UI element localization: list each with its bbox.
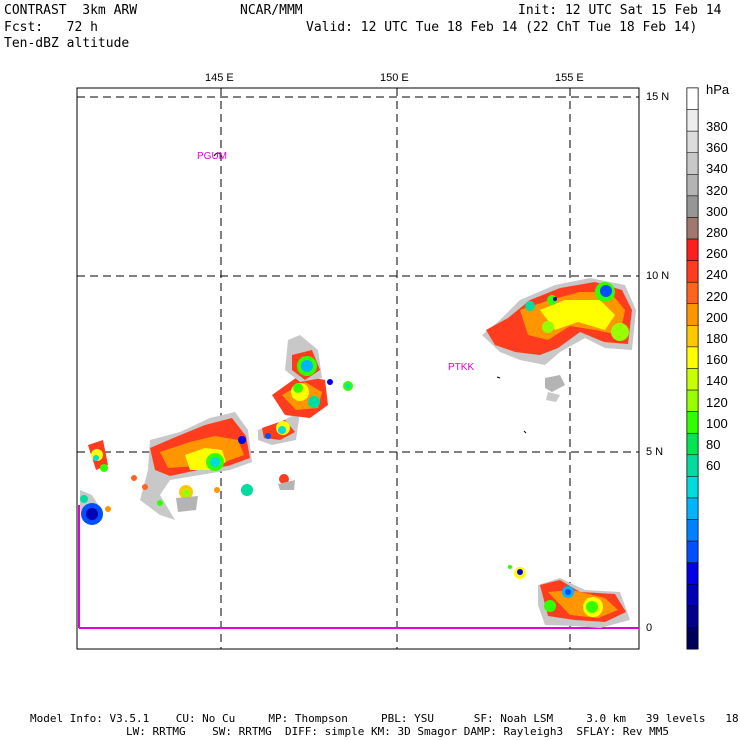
colorbar-label: 300 bbox=[706, 203, 728, 219]
colorbar-label: 380 bbox=[706, 119, 728, 134]
colorbar-box bbox=[686, 519, 699, 542]
colorbar-box bbox=[686, 281, 699, 305]
forecast-hour: Fcst: 72 h bbox=[4, 20, 98, 35]
colorbar-box bbox=[686, 346, 699, 369]
colorbar-box bbox=[686, 109, 699, 132]
colorbar-box bbox=[686, 562, 699, 585]
colorbar-boxes bbox=[686, 87, 699, 650]
colorbar-box bbox=[686, 130, 699, 153]
colorbar-box bbox=[686, 238, 699, 261]
colorbar-box bbox=[686, 87, 699, 110]
colorbar-box bbox=[686, 325, 699, 348]
colorbar-box bbox=[686, 476, 699, 499]
colorbar-box bbox=[686, 627, 699, 650]
colorbar-label: 320 bbox=[706, 182, 728, 198]
colorbar-box bbox=[686, 497, 699, 520]
colorbar-label: 340 bbox=[706, 161, 728, 177]
colorbar-box bbox=[686, 432, 699, 456]
field-name: Ten-dBZ altitude bbox=[4, 36, 130, 51]
lat-label-5n: 5 N bbox=[646, 446, 664, 458]
radar-cells-east bbox=[482, 278, 636, 402]
colorbar-label: 180 bbox=[706, 331, 728, 346]
colorbar-label: 280 bbox=[706, 225, 728, 240]
colorbar-label: 160 bbox=[706, 352, 728, 368]
colorbar-label: 360 bbox=[706, 140, 728, 156]
lon-label-145: 145 E bbox=[205, 72, 234, 84]
lat-label-0: 0 bbox=[646, 622, 653, 634]
colorbar-box bbox=[686, 152, 699, 175]
radar-cells-southeast bbox=[508, 565, 630, 628]
init-time: Init: 12 UTC Sat 15 Feb 14 bbox=[518, 3, 722, 18]
colorbar-label: 260 bbox=[706, 246, 728, 262]
colorbar-label: 200 bbox=[706, 309, 728, 325]
colorbar-label: 240 bbox=[706, 267, 728, 283]
colorbar-box bbox=[686, 540, 699, 563]
lat-label-10n: 10 N bbox=[646, 270, 670, 282]
org-label: NCAR/MMM bbox=[240, 3, 303, 18]
colorbar-box bbox=[686, 411, 699, 434]
colorbar-label: 220 bbox=[706, 288, 728, 304]
colorbar-box bbox=[686, 303, 699, 326]
domain-boundary bbox=[78, 505, 639, 629]
colorbar-box bbox=[686, 584, 699, 607]
radar-cells-west bbox=[80, 335, 353, 525]
colorbar-label: 140 bbox=[706, 373, 728, 389]
lon-label-155: 155 E bbox=[555, 72, 584, 84]
footer-physics: LW: RRTMG SW: RRTMG DIFF: simple KM: 3D … bbox=[126, 725, 670, 738]
lat-label-15n: 15 N bbox=[646, 91, 670, 103]
station-label-ptkk: PTKK bbox=[448, 362, 475, 373]
colorbar-box bbox=[686, 605, 699, 628]
footer-model-info: Model Info: V3.5.1 CU: No Cu MP: Thompso… bbox=[30, 712, 740, 725]
station-markers bbox=[213, 96, 527, 434]
colorbar-label: 80 bbox=[706, 437, 721, 452]
colorbar-box bbox=[686, 389, 699, 412]
valid-time: Valid: 12 UTC Tue 18 Feb 14 (22 ChT Tue … bbox=[306, 20, 698, 35]
colorbar-label: 100 bbox=[706, 415, 728, 431]
station-label-pgum: PGUM bbox=[197, 151, 227, 162]
model-title: CONTRAST 3km ARW bbox=[4, 3, 138, 18]
colorbar-box bbox=[686, 260, 699, 283]
colorbar-box bbox=[686, 454, 699, 477]
colorbar-unit: hPa bbox=[706, 82, 730, 97]
map-frame bbox=[76, 87, 640, 650]
colorbar-box bbox=[686, 195, 699, 218]
colorbar-label: 120 bbox=[706, 394, 728, 410]
colorbar-box bbox=[686, 174, 699, 197]
colorbar-box bbox=[686, 217, 699, 240]
lon-label-150: 150 E bbox=[380, 72, 409, 84]
colorbar-box bbox=[686, 368, 699, 391]
colorbar-label: 60 bbox=[706, 458, 721, 474]
